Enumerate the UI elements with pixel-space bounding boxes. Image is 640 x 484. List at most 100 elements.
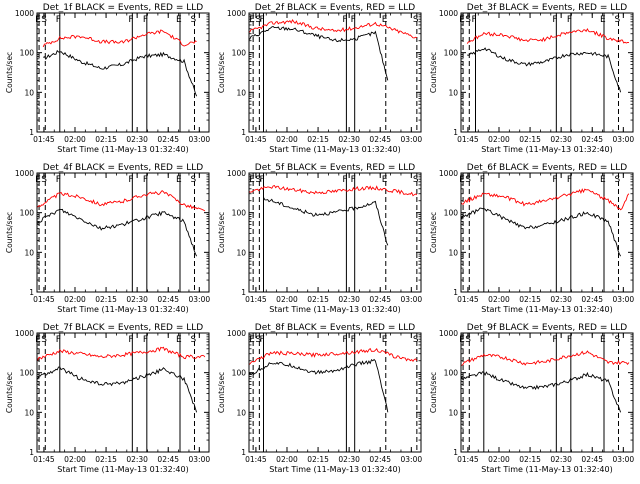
x-tick-label: 03:00 (613, 455, 635, 464)
y-tick-label: 100 (232, 369, 247, 378)
x-tick-label: 01:45 (33, 455, 55, 464)
panel-title: Det_7f BLACK = Events, RED = LLD (43, 323, 203, 333)
marker-label: F (351, 335, 356, 345)
x-axis-label: Start Time (11-May-13 01:32:40) (57, 465, 188, 474)
y-tick-label: 1000 (439, 169, 458, 178)
marker-label: S (190, 335, 196, 345)
y-tick-label: 10 (24, 248, 34, 257)
marker-label: F (128, 15, 133, 25)
y-tick-label: 100 (444, 209, 459, 218)
x-tick-label: 02:30 (550, 295, 572, 304)
y-tick-label: 1 (29, 448, 34, 457)
y-tick-label: 100 (444, 369, 459, 378)
marker-label: F (480, 335, 485, 345)
x-tick-label: 02:45 (157, 455, 179, 464)
y-axis-label: Counts/sec (217, 372, 226, 413)
y-axis-label: Counts/sec (217, 212, 226, 253)
marker-label: S (255, 175, 261, 185)
marker-label: E (35, 175, 41, 185)
plot-frame (36, 172, 210, 293)
marker-label: E (249, 335, 255, 345)
y-tick-label: 1 (241, 448, 246, 457)
x-tick-label: 02:00 (64, 135, 86, 144)
y-tick-label: 1000 (15, 169, 34, 178)
x-axis-label: Start Time (11-May-13 01:32:40) (481, 145, 612, 154)
x-tick-label: 02:45 (157, 295, 179, 304)
marker-label: E (35, 335, 41, 345)
marker-label: S (41, 335, 47, 345)
marker-label: S (413, 175, 419, 185)
x-tick-label: 02:00 (276, 295, 298, 304)
panel-1: Det_1f BLACK = Events, RED = LLD 1 10 100 10… (5, 3, 210, 154)
marker-label: S (465, 175, 471, 185)
series-line-events (467, 47, 622, 93)
x-tick-label: 02:15 (519, 295, 541, 304)
y-axis-label: Counts/sec (429, 212, 438, 253)
marker-label: F (342, 335, 347, 345)
x-tick-label: 02:15 (95, 135, 117, 144)
x-tick-label: 02:30 (338, 135, 360, 144)
panel-9: Det_9f BLACK = Events, RED = LLD 1 10 100 10… (429, 323, 634, 474)
panel-title: Det_9f BLACK = Events, RED = LLD (467, 323, 627, 333)
series-line-lld (466, 27, 629, 44)
series-group (249, 18, 418, 81)
panel-2: Det_2f BLACK = Events, RED = LLD 1 10 100 10… (217, 3, 422, 154)
marker-label: F (56, 335, 61, 345)
y-axis-label: Counts/sec (5, 52, 14, 93)
x-tick-label: 02:15 (519, 135, 541, 144)
y-tick-label: 100 (20, 369, 35, 378)
marker-label: E (176, 175, 182, 185)
plot-frame (248, 12, 422, 133)
marker-label: E (382, 15, 388, 25)
marker-label: S (614, 175, 620, 185)
panel-4: Det_4f BLACK = Events, RED = LLD 1 10 100 10… (5, 163, 210, 314)
y-axis-label: Counts/sec (429, 52, 438, 93)
y-tick-label: 10 (24, 408, 34, 417)
series-group (461, 350, 630, 413)
marker-label: F (128, 335, 133, 345)
panel-title: Det_5f BLACK = Events, RED = LLD (255, 163, 415, 173)
marker-label: F (552, 15, 557, 25)
marker-label: E (35, 15, 41, 25)
x-axis-label: Start Time (11-May-13 01:32:40) (57, 145, 188, 154)
marker-label: F (351, 15, 356, 25)
y-tick-label: 1 (241, 128, 246, 137)
marker-label: S (255, 335, 261, 345)
marker-label: S (190, 175, 196, 185)
marker-label: F (143, 175, 148, 185)
marker-label: E (600, 175, 606, 185)
series-line-lld (42, 29, 197, 48)
panel-title: Det_8f BLACK = Events, RED = LLD (255, 323, 415, 333)
series-line-events (37, 208, 198, 257)
x-tick-label: 01:45 (245, 135, 267, 144)
x-tick-label: 02:45 (581, 135, 603, 144)
y-tick-label: 1 (453, 128, 458, 137)
marker-label: E (459, 335, 465, 345)
marker-label: S (190, 15, 196, 25)
series-line-lld (249, 347, 418, 365)
marker-label: E (600, 15, 606, 25)
plot-frame (460, 12, 634, 133)
series-line-lld (37, 346, 206, 361)
marker-label: F (472, 15, 477, 25)
x-tick-label: 03:00 (401, 295, 423, 304)
marker-label: E (459, 175, 465, 185)
y-tick-label: 10 (24, 88, 34, 97)
x-tick-label: 02:30 (126, 295, 148, 304)
x-tick-label: 02:00 (488, 135, 510, 144)
x-tick-label: 02:45 (369, 455, 391, 464)
x-tick-label: 03:00 (401, 135, 423, 144)
series-group (37, 346, 206, 413)
marker-label: E (382, 335, 388, 345)
y-axis-label: Counts/sec (5, 212, 14, 253)
marker-label: F (143, 15, 148, 25)
marker-label: F (260, 335, 265, 345)
series-line-events (37, 366, 198, 413)
y-tick-label: 1 (29, 288, 34, 297)
marker-label: S (413, 335, 419, 345)
marker-label: S (41, 175, 47, 185)
marker-label: F (56, 15, 61, 25)
y-tick-label: 10 (448, 88, 458, 97)
marker-label: E (382, 175, 388, 185)
marker-label: E (459, 15, 465, 25)
